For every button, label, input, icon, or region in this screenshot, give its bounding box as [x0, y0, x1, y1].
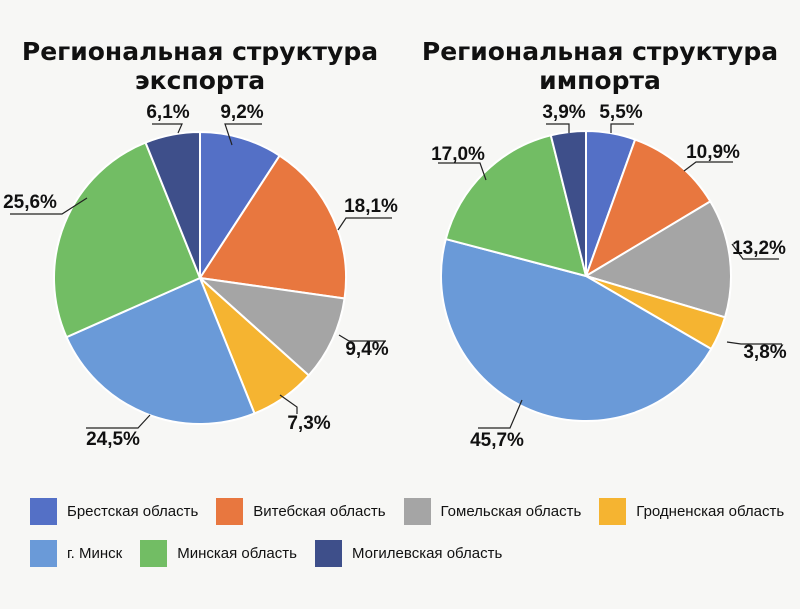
export-leader-vitebsk: [337, 217, 392, 231]
import-slice-vitebsk: [584, 138, 712, 279]
export-slice-gomel: [196, 276, 346, 377]
import-labels: 5,5% 10,9% 13,2% 3,8% 45,7% 17,0% 3,9%: [431, 102, 787, 451]
legend-row-2: г. Минск Минская область Могилевская обл…: [30, 532, 800, 574]
export-leader-minsk-region: [10, 197, 88, 215]
legend-label-brest: Брестская область: [67, 502, 199, 520]
legend-item-vitebsk: Витебская область: [216, 497, 386, 525]
export-pie-svg: 9,2% 18,1% 9,4% 7,3% 24,5% 25,6% 6,1%: [3, 102, 398, 450]
legend-item-gomel: Гомельская область: [403, 497, 582, 525]
import-slice-gomel: [583, 200, 732, 319]
export-labels: 9,2% 18,1% 9,4% 7,3% 24,5% 25,6% 6,1%: [3, 102, 398, 450]
import-data-label-vitebsk: 10,9%: [686, 142, 740, 163]
import-leader-gomel: [731, 243, 779, 260]
export-chart: Региональная структура экспорта 9,2% 18,1…: [0, 0, 400, 470]
import-data-label-mogilev: 3,9%: [542, 102, 585, 123]
legend-label-mogilev: Могилевская область: [351, 544, 503, 562]
export-slice-minsk-region: [53, 141, 202, 339]
export-data-label-minsk-region: 25,6%: [3, 192, 57, 213]
export-slice-minsk-city: [65, 276, 256, 425]
legend-label-vitebsk: Витебская область: [253, 502, 386, 520]
legend-label-grodno: Гродненская область: [636, 502, 785, 520]
import-leader-brest: [610, 123, 634, 133]
import-slice-mogilev: [549, 129, 587, 277]
legend-label-gomel: Гомельская область: [440, 502, 582, 520]
import-chart-title: Региональная структура импорта: [400, 37, 800, 95]
export-data-label-grodno: 7,3%: [287, 413, 330, 434]
legend-label-minsk-region: Минская область: [177, 544, 297, 562]
export-data-label-gomel: 9,4%: [345, 339, 388, 360]
import-slice-minsk-city: [440, 237, 713, 423]
export-leader-minsk-city: [86, 414, 151, 429]
export-title-line-2: экспорта: [134, 66, 266, 95]
legend-row-1: Брестская область Витебская область Гоме…: [30, 490, 800, 532]
legend-item-minsk-city: г. Минск: [30, 539, 123, 567]
import-chart: Региональная структура импорта 5,5% 10,9%…: [400, 0, 800, 470]
legend-swatch-minsk-region: [140, 539, 168, 567]
export-data-label-mogilev: 6,1%: [146, 102, 189, 123]
legend-item-grodno: Гродненская область: [599, 497, 785, 525]
legend-swatch-vitebsk: [216, 497, 244, 525]
import-data-label-brest: 5,5%: [599, 102, 642, 123]
import-pie-svg: 5,5% 10,9% 13,2% 3,8% 45,7% 17,0% 3,9%: [431, 102, 787, 451]
legend-item-minsk-region: Минская область: [140, 539, 297, 567]
export-leader-grodno: [279, 394, 298, 414]
legend-swatch-gomel: [403, 497, 431, 525]
legend-swatch-mogilev: [314, 539, 342, 567]
export-slice-brest: [199, 130, 282, 282]
import-leader-minsk-region: [438, 162, 487, 181]
export-leader-mogilev: [152, 123, 183, 134]
export-data-label-brest: 9,2%: [220, 102, 263, 123]
export-chart-title: Региональная структура экспорта: [0, 37, 400, 95]
import-title-line-1: Региональная структура: [421, 37, 779, 66]
import-data-label-minsk-city: 45,7%: [470, 430, 524, 451]
import-leader-vitebsk: [683, 161, 733, 172]
export-slice-vitebsk: [198, 154, 347, 300]
legend-swatch-brest: [30, 497, 57, 525]
legend-swatch-grodno: [599, 497, 627, 525]
legend-item-mogilev: Могилевская область: [314, 539, 503, 567]
export-leader-gomel: [338, 334, 386, 342]
import-leader-grodno: [726, 341, 782, 345]
import-title-line-2: импорта: [539, 66, 661, 95]
export-slice-mogilev: [144, 130, 201, 279]
export-data-label-vitebsk: 18,1%: [344, 196, 398, 217]
import-slice-minsk-region: [444, 134, 588, 278]
export-leader-brest: [224, 123, 262, 146]
export-title-line-1: Региональная структура: [21, 37, 379, 66]
legend: Брестская область Витебская область Гоме…: [30, 490, 800, 574]
import-data-label-gomel: 13,2%: [732, 238, 786, 259]
legend-swatch-minsk-city: [30, 539, 57, 567]
export-slices: [53, 130, 347, 425]
legend-label-minsk-city: г. Минск: [67, 544, 123, 562]
import-leader-minsk-city: [478, 399, 523, 429]
export-data-label-minsk-city: 24,5%: [86, 429, 140, 450]
legend-item-brest: Брестская область: [30, 497, 199, 525]
import-slices: [440, 129, 732, 423]
import-data-label-minsk-region: 17,0%: [431, 144, 485, 165]
import-data-label-grodno: 3,8%: [743, 342, 786, 363]
import-leader-mogilev: [546, 123, 570, 133]
